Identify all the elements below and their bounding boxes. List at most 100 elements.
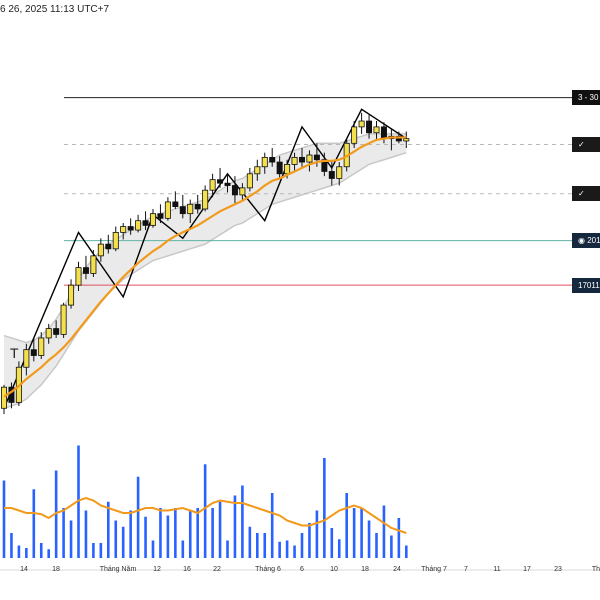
- x-tick-label: 10: [330, 566, 338, 573]
- volume-bar: [47, 549, 50, 558]
- volume-bar: [107, 501, 110, 558]
- candle-body: [328, 171, 335, 179]
- candle-body: [261, 156, 268, 168]
- candle-body: [90, 255, 97, 274]
- volume-bar: [300, 533, 304, 558]
- volume-bar: [69, 520, 73, 558]
- candles[interactable]: [0, 112, 410, 415]
- volume-bar: [99, 543, 103, 558]
- volume-bar: [32, 489, 36, 558]
- volume-bar: [188, 510, 192, 558]
- candle-body: [187, 203, 194, 215]
- x-tick-label: 12: [153, 566, 161, 573]
- volume-bar: [233, 495, 237, 558]
- candle-body: [149, 213, 156, 226]
- volume-bar: [84, 510, 88, 558]
- candle-body: [246, 173, 253, 189]
- volume-bar: [256, 533, 259, 558]
- volume-bar: [241, 485, 244, 558]
- candle-body: [395, 135, 402, 142]
- price-tag: ✓: [572, 186, 600, 202]
- candle-body: [157, 213, 164, 219]
- ema-polyline: [3, 136, 407, 398]
- candle-body: [366, 120, 373, 134]
- volume-bar: [293, 545, 296, 558]
- candle-body: [209, 179, 216, 191]
- volume-bar: [17, 545, 21, 558]
- candle-body: [60, 304, 67, 335]
- candle-body: [239, 187, 246, 196]
- volume-bar: [174, 508, 177, 558]
- candle-body: [403, 138, 410, 142]
- price-tag: ✓: [572, 136, 600, 152]
- volume-bar: [25, 548, 28, 558]
- candle-body: [97, 243, 104, 257]
- price-levels: [64, 97, 600, 286]
- volume-bar: [218, 501, 222, 558]
- volume-bar: [315, 510, 319, 558]
- candle-body: [254, 166, 261, 175]
- volume-bar: [397, 518, 401, 558]
- x-tick-label: 14: [20, 566, 28, 573]
- volume-bar: [263, 533, 267, 558]
- volume-bar: [226, 540, 229, 558]
- price-tag: 3 - 30: [572, 90, 600, 106]
- volume-bar: [114, 520, 118, 558]
- candle-body: [75, 267, 82, 286]
- candle-body: [231, 185, 238, 196]
- volume-bar: [337, 539, 341, 558]
- x-tick-label: 23: [554, 566, 562, 573]
- volume-bar: [196, 508, 199, 558]
- candle-body: [306, 154, 313, 163]
- volume-bar: [62, 508, 65, 558]
- x-tick-label: Tháng 7: [421, 566, 447, 573]
- volume-bar: [39, 543, 43, 558]
- candle-body: [105, 243, 112, 250]
- volume-bar: [10, 533, 13, 558]
- candle-body: [127, 226, 134, 231]
- candle-body: [135, 220, 142, 231]
- volume-bar: [136, 476, 140, 558]
- candle-body: [179, 206, 186, 215]
- volume-bar: [129, 510, 132, 558]
- price-tag: ◉ 201: [572, 233, 600, 249]
- candle-body: [298, 156, 305, 163]
- volume-bar: [405, 545, 408, 558]
- volume-bar: [360, 508, 363, 558]
- candle-body: [53, 328, 60, 335]
- volume-bar: [121, 526, 125, 558]
- candle-body: [30, 349, 37, 356]
- ema-line: [3, 136, 407, 398]
- x-tick-label: Tháng 6: [255, 566, 281, 573]
- x-tick-label: 6: [300, 566, 304, 573]
- volume-bar: [159, 508, 162, 558]
- candle-body: [358, 120, 365, 128]
- x-tick-label: 18: [361, 566, 369, 573]
- x-tick-label: 11: [493, 566, 500, 573]
- candle-body: [45, 328, 52, 339]
- candle-body: [202, 189, 209, 210]
- volume-bar: [390, 535, 393, 558]
- volume-bar: [203, 464, 207, 558]
- x-tick-label: 7: [464, 566, 468, 573]
- volume-bar: [270, 493, 274, 558]
- price-band: [3, 133, 407, 409]
- candle-body: [284, 164, 291, 175]
- candle-body: [194, 203, 201, 210]
- volume-bar: [367, 520, 371, 558]
- volume-bar: [248, 526, 252, 558]
- candle-body: [172, 201, 179, 208]
- volume-bar: [308, 523, 311, 558]
- candle-body: [373, 126, 380, 134]
- candle-body: [112, 232, 119, 250]
- candle-body: [276, 161, 283, 175]
- x-tick-label: 17: [523, 566, 531, 573]
- volume-bar: [382, 505, 386, 558]
- candle-body: [0, 386, 7, 409]
- candle-body: [351, 126, 358, 144]
- volume-bar: [92, 543, 95, 558]
- x-tick-label: 16: [183, 566, 191, 573]
- volume-bar: [181, 540, 185, 558]
- x-tick-label: Th: [592, 566, 600, 573]
